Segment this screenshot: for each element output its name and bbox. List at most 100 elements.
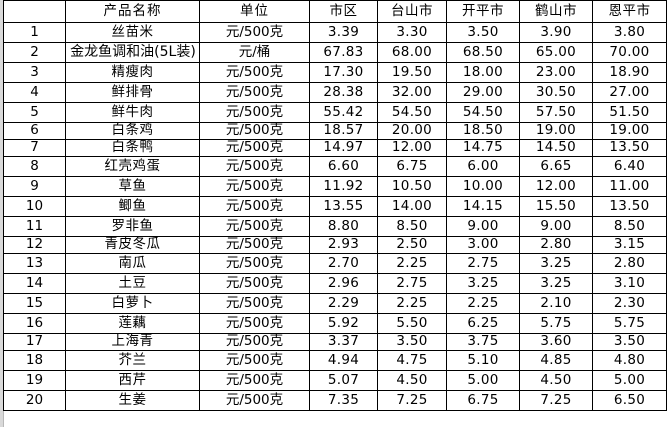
cell-unit[interactable]: 元/桶 — [199, 42, 310, 63]
cell-heshan[interactable]: 2.10 — [519, 293, 593, 314]
cell-shiqu[interactable]: 11.92 — [309, 176, 378, 197]
cell-taishan[interactable]: 6.75 — [377, 156, 447, 177]
cell-enping[interactable]: 3.50 — [592, 333, 667, 351]
cell-kaiping[interactable]: 18.00 — [446, 62, 520, 83]
cell-heshan[interactable]: 3.90 — [519, 22, 593, 43]
cell-unit[interactable]: 元/500克 — [199, 122, 310, 140]
cell-shiqu[interactable]: 8.80 — [309, 216, 378, 237]
cell-heshan[interactable]: 30.50 — [519, 82, 593, 103]
cell-kaiping[interactable]: 5.10 — [446, 350, 520, 371]
table-row[interactable]: 4 鲜排骨 元/500克 28.38 32.00 29.00 30.50 27.00 — [3, 82, 667, 103]
cell-product[interactable]: 红壳鸡蛋 — [65, 156, 200, 177]
cell-taishan[interactable]: 8.50 — [377, 216, 447, 237]
cell-shiqu[interactable]: 13.55 — [309, 196, 378, 217]
cell-product[interactable]: 南瓜 — [65, 253, 200, 274]
cell-kaiping[interactable]: 3.25 — [446, 273, 520, 294]
cell-unit[interactable]: 元/500克 — [199, 253, 310, 274]
cell-index[interactable]: 20 — [3, 390, 66, 411]
cell-product[interactable]: 精瘦肉 — [65, 62, 200, 83]
cell-heshan[interactable]: 23.00 — [519, 62, 593, 83]
cell-taishan[interactable]: 14.00 — [377, 196, 447, 217]
cell-kaiping[interactable]: 18.50 — [446, 122, 520, 140]
cell-unit[interactable]: 元/500克 — [199, 82, 310, 103]
cell-kaiping[interactable]: 2.75 — [446, 253, 520, 274]
cell-heshan[interactable]: 5.75 — [519, 313, 593, 334]
cell-taishan[interactable]: 4.50 — [377, 370, 447, 391]
table-row[interactable]: 1 丝苗米 元/500克 3.39 3.30 3.50 3.90 3.80 — [3, 22, 667, 43]
cell-taishan[interactable]: 2.25 — [377, 253, 447, 274]
cell-heshan[interactable]: 65.00 — [519, 42, 593, 63]
cell-product[interactable]: 芥兰 — [65, 350, 200, 371]
cell-shiqu[interactable]: 4.94 — [309, 350, 378, 371]
cell-product[interactable]: 草鱼 — [65, 176, 200, 197]
cell-enping[interactable]: 11.00 — [592, 176, 667, 197]
cell-enping[interactable]: 70.00 — [592, 42, 667, 63]
cell-taishan[interactable]: 2.25 — [377, 293, 447, 314]
column-header-kaiping[interactable]: 开平市 — [446, 0, 520, 23]
cell-index[interactable]: 1 — [3, 22, 66, 43]
cell-unit[interactable]: 元/500克 — [199, 273, 310, 294]
table-row[interactable]: 19 西芹 元/500克 5.07 4.50 5.00 4.50 5.00 — [3, 370, 667, 391]
cell-shiqu[interactable]: 3.39 — [309, 22, 378, 43]
cell-heshan[interactable]: 12.00 — [519, 176, 593, 197]
cell-unit[interactable]: 元/500克 — [199, 236, 310, 254]
cell-unit[interactable]: 元/500克 — [199, 216, 310, 237]
cell-enping[interactable]: 3.10 — [592, 273, 667, 294]
cell-product[interactable]: 白条鸡 — [65, 122, 200, 140]
cell-kaiping[interactable]: 6.75 — [446, 390, 520, 411]
cell-index[interactable]: 5 — [3, 102, 66, 123]
cell-enping[interactable]: 5.75 — [592, 313, 667, 334]
cell-index[interactable]: 16 — [3, 313, 66, 334]
cell-taishan[interactable]: 4.75 — [377, 350, 447, 371]
cell-enping[interactable]: 3.15 — [592, 236, 667, 254]
column-header-product[interactable]: 产品名称 — [65, 0, 200, 23]
cell-shiqu[interactable]: 17.30 — [309, 62, 378, 83]
cell-enping[interactable]: 18.90 — [592, 62, 667, 83]
cell-enping[interactable]: 5.00 — [592, 370, 667, 391]
cell-taishan[interactable]: 20.00 — [377, 122, 447, 140]
cell-shiqu[interactable]: 6.60 — [309, 156, 378, 177]
cell-unit[interactable]: 元/500克 — [199, 156, 310, 177]
cell-shiqu[interactable]: 5.92 — [309, 313, 378, 334]
cell-index[interactable]: 8 — [3, 156, 66, 177]
cell-unit[interactable]: 元/500克 — [199, 370, 310, 391]
cell-enping[interactable]: 3.80 — [592, 22, 667, 43]
column-header-unit[interactable]: 单位 — [199, 0, 310, 23]
cell-unit[interactable]: 元/500克 — [199, 196, 310, 217]
cell-enping[interactable]: 51.50 — [592, 102, 667, 123]
cell-shiqu[interactable]: 28.38 — [309, 82, 378, 103]
cell-product[interactable]: 土豆 — [65, 273, 200, 294]
table-row[interactable]: 14 土豆 元/500克 2.96 2.75 3.25 3.25 3.10 — [3, 273, 667, 294]
cell-enping[interactable]: 6.50 — [592, 390, 667, 411]
cell-product[interactable]: 青皮冬瓜 — [65, 236, 200, 254]
cell-kaiping[interactable]: 6.25 — [446, 313, 520, 334]
cell-product[interactable]: 生姜 — [65, 390, 200, 411]
cell-enping[interactable]: 13.50 — [592, 139, 667, 157]
table-row[interactable]: 2 金龙鱼调和油(5L装) 元/桶 67.83 68.00 68.50 65.00 70.00 — [3, 42, 667, 63]
cell-taishan[interactable]: 19.50 — [377, 62, 447, 83]
cell-kaiping[interactable]: 5.00 — [446, 370, 520, 391]
cell-shiqu[interactable]: 5.07 — [309, 370, 378, 391]
cell-kaiping[interactable]: 6.00 — [446, 156, 520, 177]
cell-index[interactable]: 17 — [3, 333, 66, 351]
column-header-enping[interactable]: 恩平市 — [592, 0, 667, 23]
cell-unit[interactable]: 元/500克 — [199, 62, 310, 83]
cell-enping[interactable]: 19.00 — [592, 122, 667, 140]
cell-taishan[interactable]: 2.75 — [377, 273, 447, 294]
table-row[interactable]: 8 红壳鸡蛋 元/500克 6.60 6.75 6.00 6.65 6.40 — [3, 156, 667, 177]
cell-index[interactable]: 11 — [3, 216, 66, 237]
cell-index[interactable]: 3 — [3, 62, 66, 83]
cell-taishan[interactable]: 10.50 — [377, 176, 447, 197]
column-header-index[interactable] — [3, 0, 66, 23]
cell-index[interactable]: 7 — [3, 139, 66, 157]
cell-product[interactable]: 上海青 — [65, 333, 200, 351]
cell-taishan[interactable]: 2.50 — [377, 236, 447, 254]
cell-heshan[interactable]: 14.50 — [519, 139, 593, 157]
table-row[interactable]: 3 精瘦肉 元/500克 17.30 19.50 18.00 23.00 18.90 — [3, 62, 667, 83]
cell-unit[interactable]: 元/500克 — [199, 22, 310, 43]
cell-unit[interactable]: 元/500克 — [199, 176, 310, 197]
cell-shiqu[interactable]: 2.96 — [309, 273, 378, 294]
cell-unit[interactable]: 元/500克 — [199, 333, 310, 351]
cell-enping[interactable]: 8.50 — [592, 216, 667, 237]
cell-heshan[interactable]: 19.00 — [519, 122, 593, 140]
